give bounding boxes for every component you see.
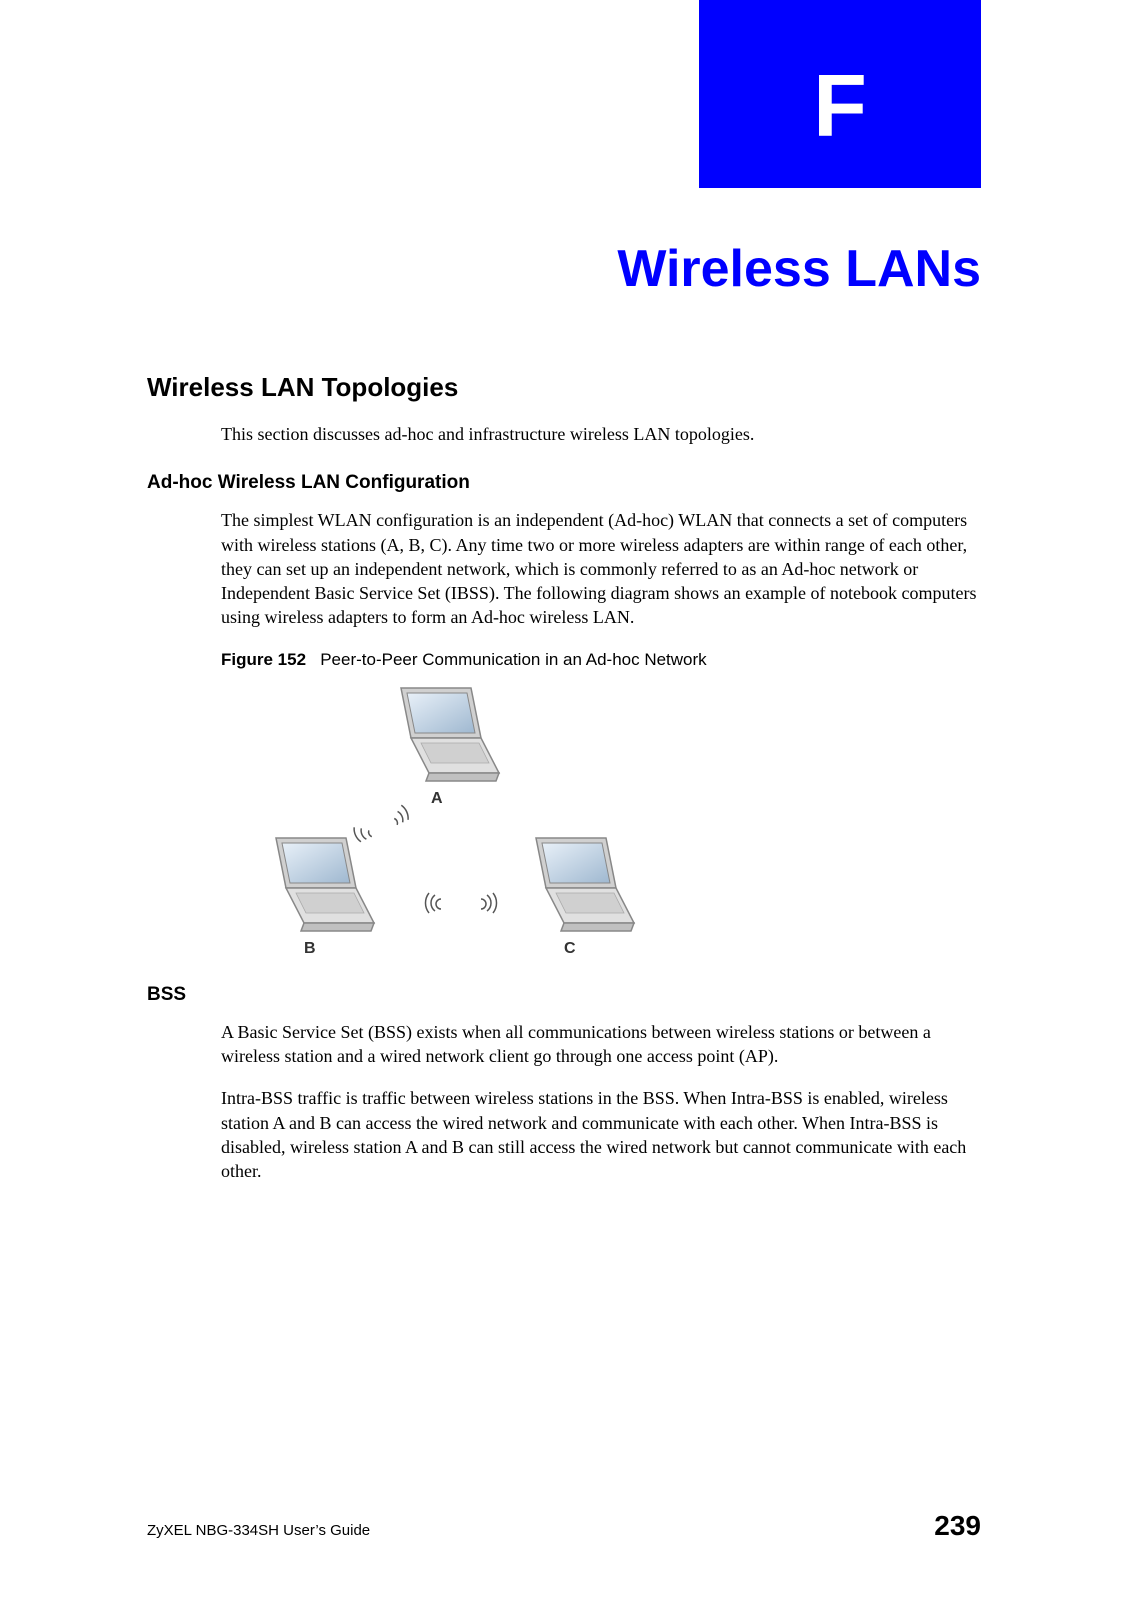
section-body-bss-p2: Intra-BSS traffic is traffic between wir… (221, 1086, 981, 1183)
appendix-letter: F (813, 31, 867, 157)
section-body-adhoc: The simplest WLAN configuration is an in… (221, 508, 981, 629)
node-label-a: A (431, 790, 443, 808)
wireless-waves-icon (345, 793, 437, 868)
page-content: Wireless LAN Topologies This section dis… (147, 372, 981, 1202)
page-number: 239 (934, 1510, 981, 1542)
page-footer: ZyXEL NBG-334SH User’s Guide 239 (147, 1510, 981, 1542)
figure-caption: Figure 152 Peer-to-Peer Communication in… (221, 650, 981, 670)
section-body-bss-p1: A Basic Service Set (BSS) exists when al… (221, 1020, 981, 1069)
wireless-waves-icon (421, 883, 501, 928)
figure-caption-text: Peer-to-Peer Communication in an Ad-hoc … (320, 650, 706, 669)
adhoc-diagram: A B (221, 678, 661, 958)
appendix-badge: APPENDIX F F (699, 0, 981, 188)
laptop-c-icon (506, 833, 636, 938)
section-heading-bss: BSS (147, 984, 981, 1006)
footer-guide-name: ZyXEL NBG-334SH User’s Guide (147, 1522, 370, 1539)
node-label-c: C (564, 940, 576, 958)
node-label-b: B (304, 940, 316, 958)
document-page: APPENDIX F F Wireless LANs Wireless LAN … (0, 0, 1128, 1597)
section-heading-adhoc: Ad-hoc Wireless LAN Configuration (147, 472, 981, 494)
figure-label: Figure 152 (221, 650, 306, 669)
chapter-title: Wireless LANs (0, 239, 981, 299)
laptop-a-icon (371, 683, 501, 788)
section-intro-topologies: This section discusses ad-hoc and infras… (221, 422, 981, 446)
section-heading-topologies: Wireless LAN Topologies (147, 372, 981, 403)
